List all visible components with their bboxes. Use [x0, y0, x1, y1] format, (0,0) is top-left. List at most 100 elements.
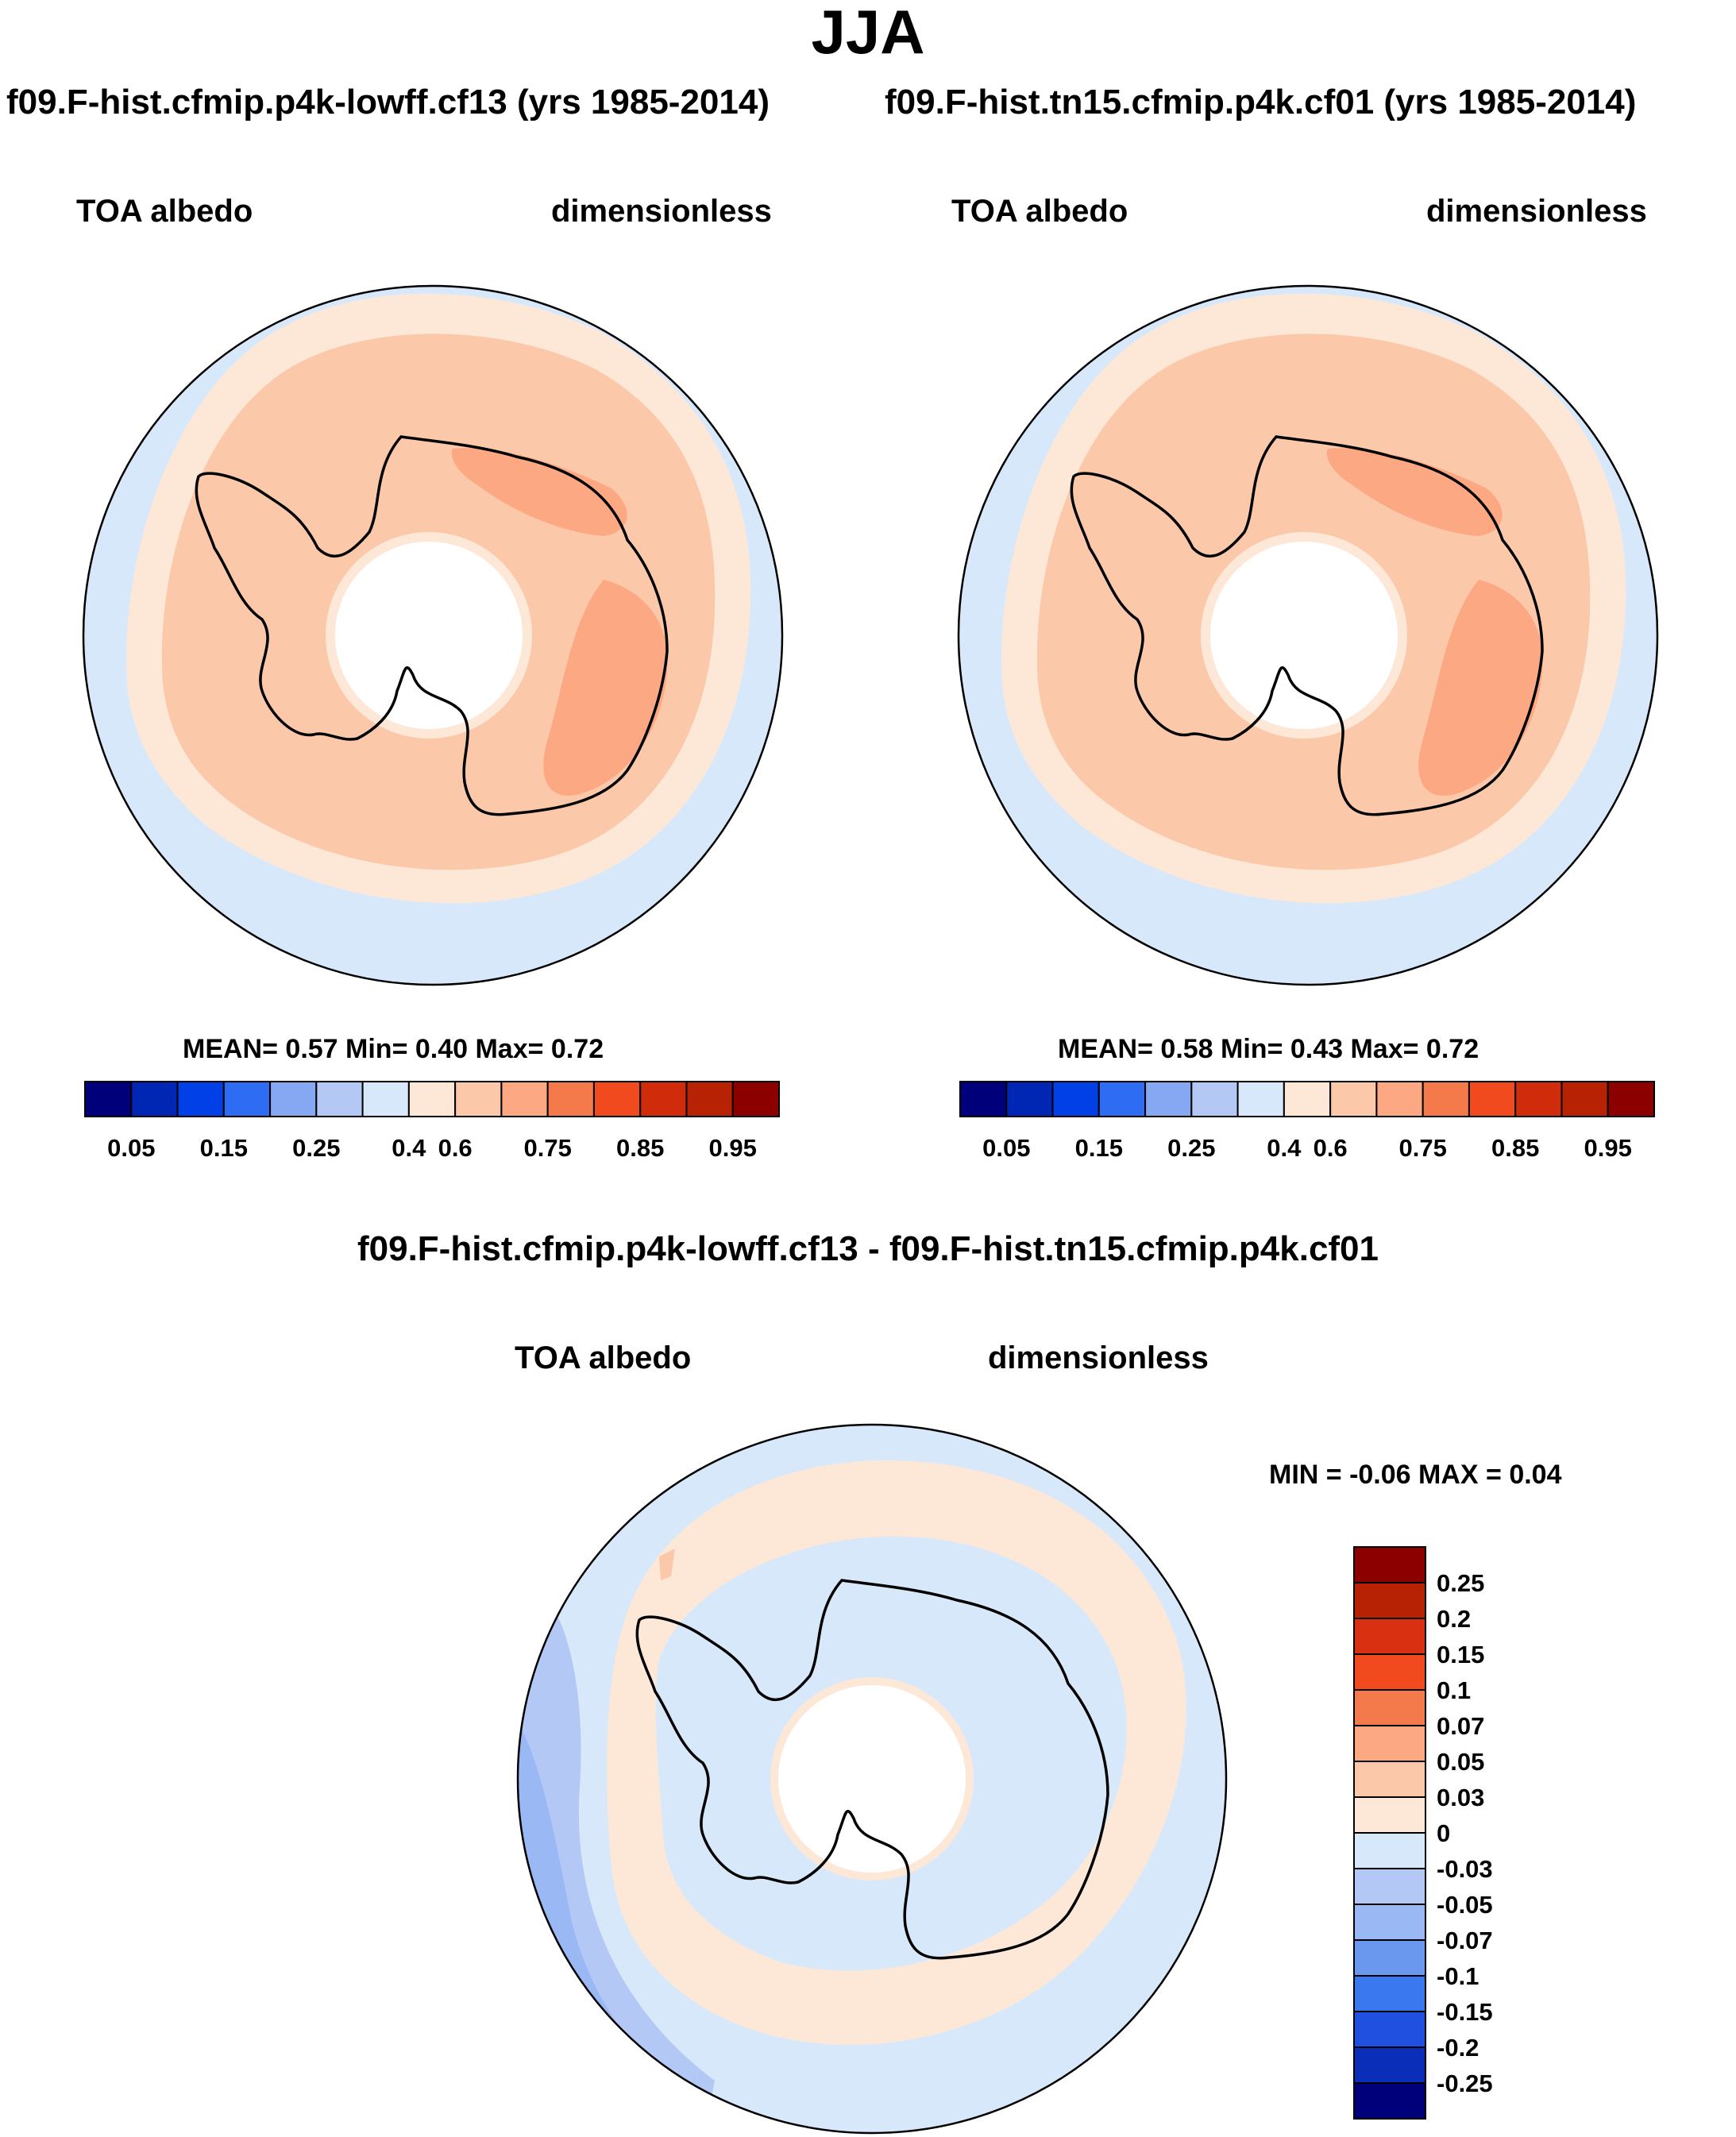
- panel3-colorbar-tick-label: -0.2: [1437, 2034, 1479, 2062]
- panel2-units-label: dimensionless: [1426, 194, 1647, 229]
- panel1-colorbar-tick-label: 0.6: [438, 1134, 473, 1162]
- figure-title: JJA: [811, 0, 925, 67]
- panel2-stats: MEAN= 0.58 Min= 0.43 Max= 0.72: [1058, 1034, 1479, 1064]
- panel2-colorbar-box: [1098, 1081, 1147, 1117]
- panel1-colorbar-tick-label: 0.95: [709, 1134, 757, 1162]
- panel3-colorbar-tick-label: -0.1: [1437, 1962, 1479, 1990]
- diff-case-title: f09.F-hist.cfmip.p4k-lowff.cf13 - f09.F-…: [357, 1229, 1379, 1268]
- panel1-variable-label: TOA albedo: [76, 194, 253, 229]
- panel1-map-border: [82, 284, 784, 986]
- panel1-colorbar-box: [176, 1081, 225, 1117]
- panel3-colorbar-tick-label: 0.25: [1437, 1569, 1484, 1597]
- panel2-colorbar-tick-label: 0.85: [1491, 1134, 1539, 1162]
- panel2-map: [959, 286, 1657, 985]
- panel3-colorbar-tick-label: 0.07: [1437, 1712, 1484, 1740]
- panel1-colorbar-box: [454, 1081, 503, 1117]
- panel3-units-label: dimensionless: [988, 1340, 1209, 1375]
- panel3-colorbar-tick-label: -0.03: [1437, 1855, 1493, 1883]
- panel3-colorbar-tick-label: 0.2: [1437, 1605, 1471, 1633]
- panel1-antarctica-coastline: [195, 435, 669, 816]
- panel1-colorbar-box: [546, 1081, 595, 1117]
- panel1-colorbar-box: [639, 1081, 688, 1117]
- panel1-colorbar-box: [407, 1081, 457, 1117]
- panel3-peninsula-max-region: [659, 1549, 675, 1580]
- panel3-colorbar-tick-label: 0.05: [1437, 1748, 1484, 1776]
- panel1-colorbar-box: [269, 1081, 318, 1117]
- panel3-colorbar-tick-label: 0.03: [1437, 1784, 1484, 1811]
- panel2-colorbar-tick-label: 0.6: [1314, 1134, 1348, 1162]
- panel2-colorbar-box: [1560, 1081, 1609, 1117]
- panel3-colorbar-box: [1353, 1546, 1426, 1583]
- panel3-colorbar: 0.25 0.2 0.15 0.1 0.07 0.05 0.03 0 -0.03 -0.05 -0.…: [1353, 1546, 1493, 2120]
- panel2-antarctica-coastline: [1070, 435, 1544, 816]
- panel3-colorbar-box: [1353, 1904, 1426, 1941]
- panel2-pole-hole: [1210, 542, 1398, 729]
- panel2-colorbar-tick-label: 0.15: [1075, 1134, 1123, 1162]
- panel3-colorbar-box: [1353, 1761, 1426, 1798]
- panel1-stats: MEAN= 0.57 Min= 0.40 Max= 0.72: [183, 1034, 604, 1064]
- panel2-colorbar-tick-label: 0.75: [1398, 1134, 1446, 1162]
- panel3-colorbar-box: [1353, 1975, 1426, 2012]
- panel1-colorbar-box: [315, 1081, 364, 1117]
- panel3-colorbar-box: [1353, 1796, 1426, 1834]
- panel3-colorbar-box: [1353, 1832, 1426, 1869]
- panel2-colorbar-box: [1422, 1081, 1470, 1117]
- panel2-colorbar-tick-label: 0.4: [1267, 1134, 1302, 1162]
- panel2-colorbar-tick-label: 0.25: [1167, 1134, 1215, 1162]
- panel3-colorbar-box: [1353, 1868, 1426, 1905]
- panel1-colorbar-box: [500, 1081, 549, 1117]
- panel1-plateau-region-east: [543, 580, 668, 796]
- panel3-colorbar-tick-label: -0.05: [1437, 1891, 1493, 1919]
- panel1-colorbar-box: [130, 1081, 179, 1117]
- panel2-case-title: f09.F-hist.tn15.cfmip.p4k.cf01 (yrs 1985…: [885, 83, 1637, 122]
- panel2-colorbar-box: [1236, 1081, 1285, 1117]
- panel2-colorbar-box: [959, 1081, 1008, 1117]
- panel1-colorbar-tick-label: 0.85: [616, 1134, 664, 1162]
- panel1-colorbar-tick-label: 0.05: [107, 1134, 155, 1162]
- panel3-colorbar-tick-label: 0: [1437, 1819, 1450, 1847]
- panel2-colorbar-box: [1514, 1081, 1563, 1117]
- panel2-colorbar-box: [1468, 1081, 1517, 1117]
- panel2-colorbar-tick-label: 0.05: [982, 1134, 1030, 1162]
- panel3-map-border: [516, 1423, 1228, 2135]
- panel2-colorbar-box: [1005, 1081, 1054, 1117]
- panel3-colorbar-box: [1353, 1725, 1426, 1762]
- panel2-colorbar-box: [1144, 1081, 1193, 1117]
- panel3-colorbar-tick-label: -0.25: [1437, 2069, 1493, 2097]
- panel2-colorbar-box: [1607, 1081, 1655, 1117]
- panel2-plateau-region-north: [1326, 448, 1503, 536]
- panel3-pole-hole: [778, 1685, 966, 1873]
- panel1-plateau-region-north: [451, 448, 627, 536]
- panel1-colorbar-box: [84, 1081, 133, 1117]
- panel3-colorbar-box: [1353, 2082, 1426, 2120]
- panel1-colorbar-box: [685, 1081, 734, 1117]
- panel3-colorbar-box: [1353, 2046, 1426, 2084]
- panel2-colorbar-box: [1190, 1081, 1239, 1117]
- panel3-map: [518, 1425, 1226, 2133]
- panel3-colorbar-box: [1353, 1618, 1426, 1655]
- panel3-variable-label: TOA albedo: [515, 1340, 692, 1375]
- panel1-colorbar: 0.05 0.15 0.25 0.4 0.6 0.75 0.85 0.95: [84, 1081, 781, 1162]
- panel1-colorbar-box: [222, 1081, 272, 1117]
- panel2-plateau-region-east: [1418, 580, 1543, 796]
- panel1-colorbar-tick-label: 0.15: [200, 1134, 248, 1162]
- panel2-colorbar-box: [1051, 1081, 1100, 1117]
- panel3-colorbar-box: [1353, 1939, 1426, 1977]
- panel3-colorbar-tick-label: 0.15: [1437, 1641, 1484, 1668]
- panel3-colorbar-tick-label: 0.1: [1437, 1676, 1471, 1704]
- panel1-colorbar-box: [361, 1081, 410, 1117]
- panel1-pole-hole: [335, 542, 523, 729]
- panel1-colorbar-box: [592, 1081, 642, 1117]
- panel3-colorbar-tick-label: -0.15: [1437, 1998, 1493, 2026]
- panel1-colorbar-tick-label: 0.75: [523, 1134, 571, 1162]
- panel3-colorbar-box: [1353, 1653, 1426, 1691]
- panel3-colorbar-box: [1353, 1582, 1426, 1619]
- panel1-colorbar-tick-label: 0.25: [292, 1134, 340, 1162]
- panel2-colorbar-box: [1329, 1081, 1378, 1117]
- panel3-antarctica-coastline: [635, 1579, 1109, 1960]
- panel1-colorbar-tick-label: 0.4: [392, 1134, 426, 1162]
- panel1-units-label: dimensionless: [551, 194, 772, 229]
- panel3-colorbar-box: [1353, 2011, 1426, 2048]
- panel1-case-title: f09.F-hist.cfmip.p4k-lowff.cf13 (yrs 198…: [6, 83, 770, 122]
